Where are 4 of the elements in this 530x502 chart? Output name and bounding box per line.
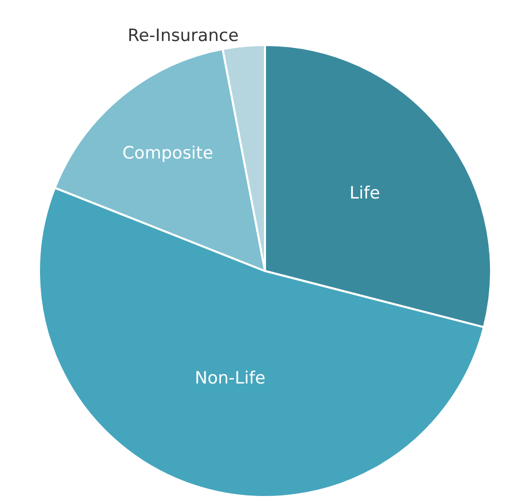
slice-label: Life: [349, 184, 380, 204]
slice-label: Re-Insurance: [128, 26, 239, 46]
slice-label: Composite: [122, 143, 214, 164]
slice-label: Non-Life: [194, 368, 266, 388]
